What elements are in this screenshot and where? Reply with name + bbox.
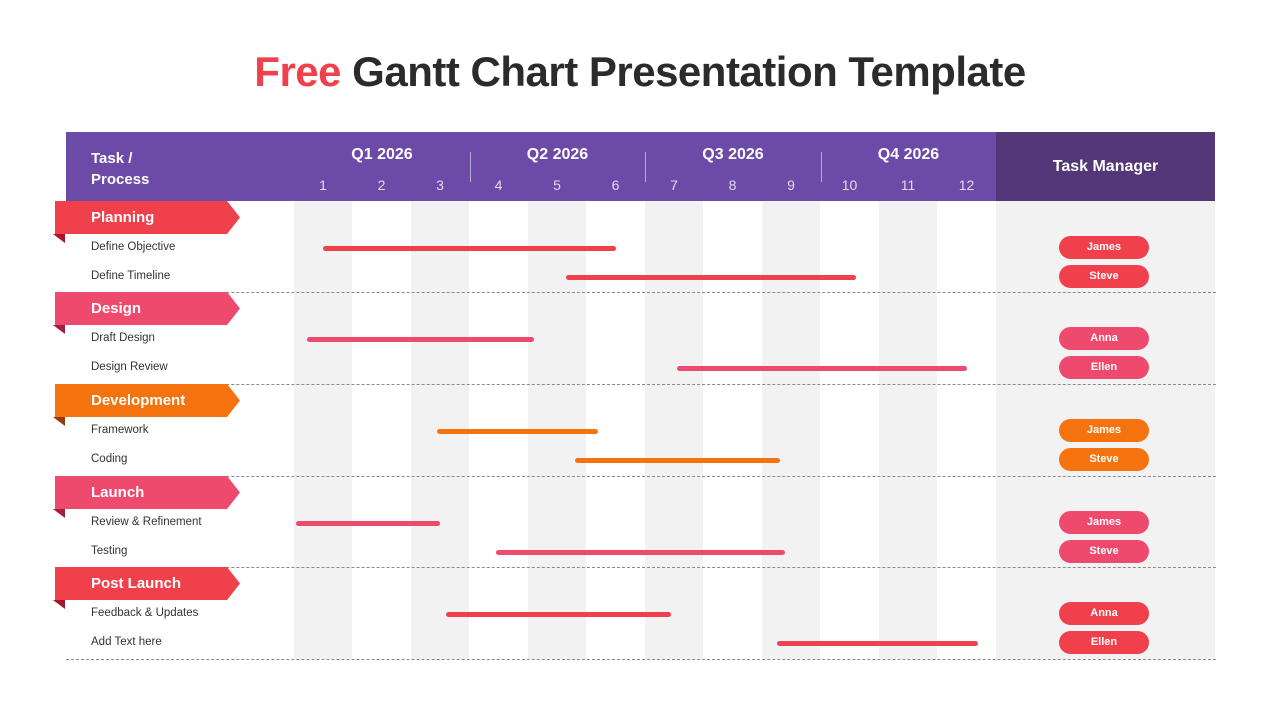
page-title: Free Gantt Chart Presentation Template: [0, 48, 1280, 96]
gantt-bar: [574, 457, 780, 463]
month-tick-label: 11: [900, 177, 916, 193]
month-tick-label: 6: [611, 177, 620, 193]
manager-badge: Steve: [1059, 264, 1149, 288]
gantt-bar: [295, 521, 441, 526]
task-manager-header: Task Manager: [996, 132, 1215, 201]
gantt-bar: [566, 274, 856, 280]
phase-label: Launch: [55, 476, 240, 509]
timeline-header: Task / Process Q1 2026 Q2 2026 Q3 2026 Q4 2…: [66, 132, 996, 201]
month-tick-label: 4: [494, 177, 503, 193]
month-stripe: [294, 201, 352, 659]
task-process-header: Task / Process: [91, 150, 150, 188]
phase-name: Post Launch: [91, 575, 182, 592]
phase-divider: [66, 384, 1216, 385]
phase-name: Design: [91, 300, 142, 317]
month-tick-label: 8: [728, 177, 737, 193]
manager-badge: Steve: [1059, 539, 1149, 563]
manager-badge: James: [1059, 419, 1149, 442]
quarter-label: Q3 2026: [702, 146, 764, 163]
title-accent: Free: [254, 48, 342, 95]
month-stripe: [879, 201, 937, 659]
month-tick-label: 5: [553, 177, 561, 193]
gantt-bar: [323, 246, 616, 251]
task-label: Draft Design: [91, 332, 155, 344]
gantt-bar: [776, 640, 979, 646]
quarter-separator: [820, 152, 822, 182]
gantt-bar: [677, 365, 967, 371]
task-label: Define Timeline: [91, 269, 171, 282]
quarter-label: Q4 2026: [877, 146, 940, 163]
phase-name: Development: [91, 392, 186, 409]
phase-label: Post Launch: [55, 567, 240, 600]
gantt-bar: [495, 549, 786, 555]
title-rest: Gantt Chart Presentation Template: [341, 48, 1026, 95]
task-label: Framework: [91, 424, 149, 436]
gantt-bar: [307, 337, 534, 342]
manager-badge: Anna: [1059, 602, 1149, 625]
phase-label: Development: [55, 384, 240, 417]
month-stripe: [645, 201, 703, 659]
month-tick-label: 7: [670, 177, 678, 193]
month-tick-label: 12: [958, 177, 975, 193]
gantt-bar: [437, 429, 599, 434]
month-tick-label: 10: [841, 177, 858, 193]
manager-badge: Anna: [1059, 327, 1149, 350]
month-stripe: [762, 201, 820, 659]
timeline-grid: [294, 201, 996, 659]
month-tick-label: 9: [787, 177, 795, 193]
task-label: Testing: [91, 544, 128, 557]
task-label: Coding: [91, 452, 128, 465]
phase-ribbon-fold: [53, 234, 65, 243]
task-label: Review & Refinement: [91, 516, 202, 528]
task-label: Design Review: [91, 360, 168, 373]
manager-badge: Ellen: [1059, 355, 1149, 379]
quarter-separator: [645, 152, 646, 182]
quarter-label: Q1 2026: [351, 146, 413, 163]
manager-badge: James: [1059, 236, 1149, 259]
phase-divider: [66, 476, 1216, 477]
quarter-separator: [469, 152, 471, 182]
task-label: Add Text here: [91, 635, 162, 648]
phase-ribbon-fold: [53, 325, 65, 334]
manager-badge: Steve: [1059, 447, 1149, 471]
gantt-bar: [446, 612, 672, 617]
phase-ribbon-fold: [53, 600, 65, 609]
phase-label: Design: [55, 292, 240, 325]
task-label: Define Objective: [91, 241, 176, 253]
phase-name: Launch: [91, 484, 145, 501]
phase-divider: [66, 659, 1216, 660]
month-tick-label: 3: [436, 177, 444, 193]
phase-ribbon-fold: [53, 417, 65, 426]
quarter-label: Q2 2026: [526, 146, 589, 163]
month-tick-label: 2: [377, 177, 386, 193]
task-label: Feedback & Updates: [91, 607, 199, 619]
phase-ribbon-fold: [53, 509, 65, 518]
phase-label: Planning: [55, 201, 240, 234]
phase-divider: [66, 292, 1216, 293]
phase-divider: [66, 567, 1216, 568]
manager-badge: James: [1059, 511, 1149, 534]
manager-badge: Ellen: [1059, 630, 1149, 654]
phase-name: Planning: [91, 209, 155, 226]
month-tick-label: 1: [319, 177, 327, 193]
